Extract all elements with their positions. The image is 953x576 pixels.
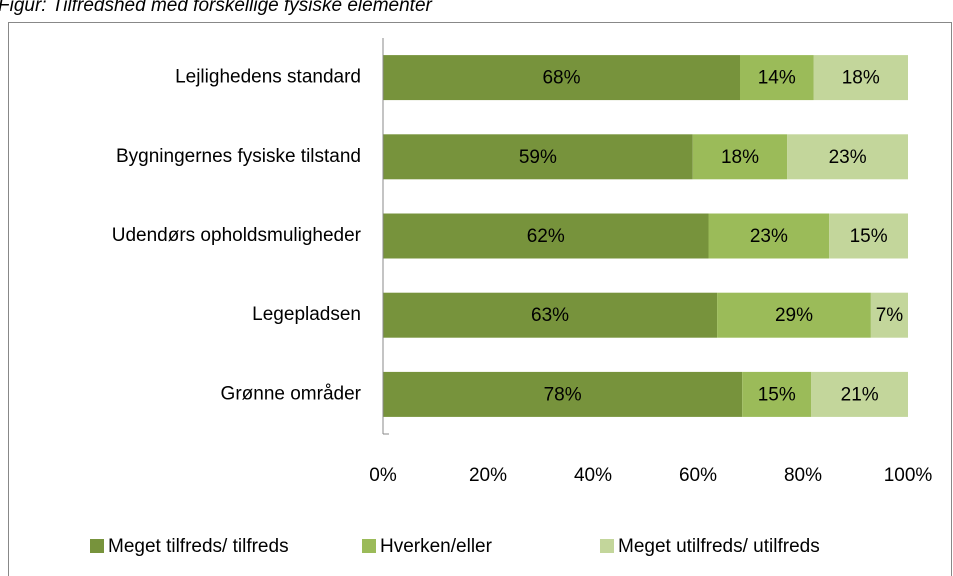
x-tick-label: 40% bbox=[574, 465, 612, 486]
bar-segment bbox=[811, 371, 908, 417]
bar-segment bbox=[383, 134, 693, 180]
legend-label: Meget tilfreds/ tilfreds bbox=[108, 536, 289, 557]
y-tick-label: Lejlighedens standard bbox=[175, 67, 361, 88]
value-label: 15% bbox=[850, 226, 888, 247]
y-tick-label: Grønne områder bbox=[221, 383, 362, 404]
bar-segment bbox=[383, 55, 740, 101]
bar-segment bbox=[383, 213, 709, 259]
value-label: 14% bbox=[758, 68, 796, 89]
legend-label: Meget utilfreds/ utilfreds bbox=[618, 536, 820, 557]
chart-title: Figur: Tilfredshed med forskellige fysis… bbox=[0, 0, 433, 16]
value-label: 15% bbox=[758, 384, 796, 405]
value-label: 62% bbox=[527, 226, 565, 247]
bar-segment bbox=[383, 292, 718, 338]
value-label: 18% bbox=[842, 68, 880, 89]
x-tick-label: 20% bbox=[469, 465, 507, 486]
value-label: 18% bbox=[721, 147, 759, 168]
legend-swatch bbox=[362, 539, 376, 553]
value-label: 7% bbox=[876, 305, 904, 326]
value-label: 78% bbox=[544, 384, 582, 405]
y-tick-label: Bygningernes fysiske tilstand bbox=[116, 146, 361, 167]
x-tick-label: 0% bbox=[369, 465, 397, 486]
bar-segment bbox=[813, 55, 908, 101]
y-tick-label: Udendørs opholdsmuligheder bbox=[112, 225, 362, 246]
x-tick-label: 60% bbox=[679, 465, 717, 486]
value-label: 59% bbox=[519, 147, 557, 168]
value-label: 23% bbox=[750, 226, 788, 247]
bar-segment bbox=[870, 292, 908, 338]
bar-segment bbox=[692, 134, 788, 180]
y-tick-label: Legepladsen bbox=[252, 304, 361, 325]
value-label: 23% bbox=[829, 147, 867, 168]
bar-segment bbox=[717, 292, 871, 338]
legend-label: Hverken/eller bbox=[380, 536, 493, 557]
value-label: 21% bbox=[841, 384, 879, 405]
value-label: 63% bbox=[531, 305, 569, 326]
bar-segment bbox=[742, 371, 812, 417]
value-label: 68% bbox=[542, 68, 580, 89]
x-tick-label: 80% bbox=[784, 465, 822, 486]
bar-segment bbox=[740, 55, 814, 101]
bar-segment bbox=[383, 371, 743, 417]
value-label: 29% bbox=[775, 305, 813, 326]
legend-swatch bbox=[600, 539, 614, 553]
bar-segment bbox=[787, 134, 908, 180]
bar-segment bbox=[829, 213, 908, 259]
legend-swatch bbox=[90, 539, 104, 553]
bar-segment bbox=[708, 213, 830, 259]
x-tick-label: 100% bbox=[884, 465, 933, 486]
